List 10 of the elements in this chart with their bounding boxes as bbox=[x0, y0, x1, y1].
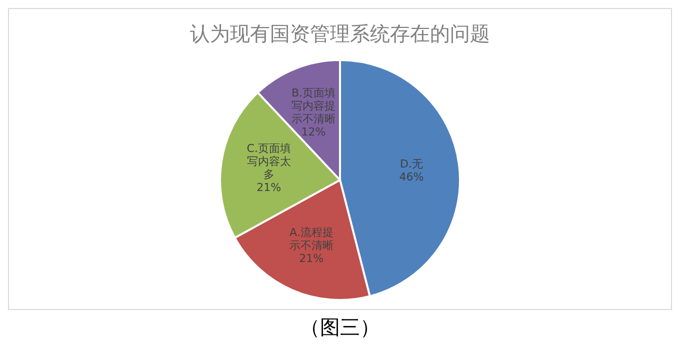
data-label: 21% bbox=[256, 181, 282, 194]
data-label: 46% bbox=[399, 170, 424, 184]
slice-label: C.页面填写内容太多 bbox=[246, 142, 291, 182]
slice-label: D.无 bbox=[400, 157, 423, 170]
slice-label: B.页面填写内容提示不清晰 bbox=[291, 86, 336, 126]
slice-label: A.流程提示不清晰 bbox=[289, 226, 334, 252]
text: （图三） bbox=[299, 316, 381, 341]
data-label: 12% bbox=[301, 125, 326, 138]
data-label: 21% bbox=[299, 252, 324, 265]
chart-title: 认为现有国资管理系统存在的问题 bbox=[190, 23, 490, 46]
